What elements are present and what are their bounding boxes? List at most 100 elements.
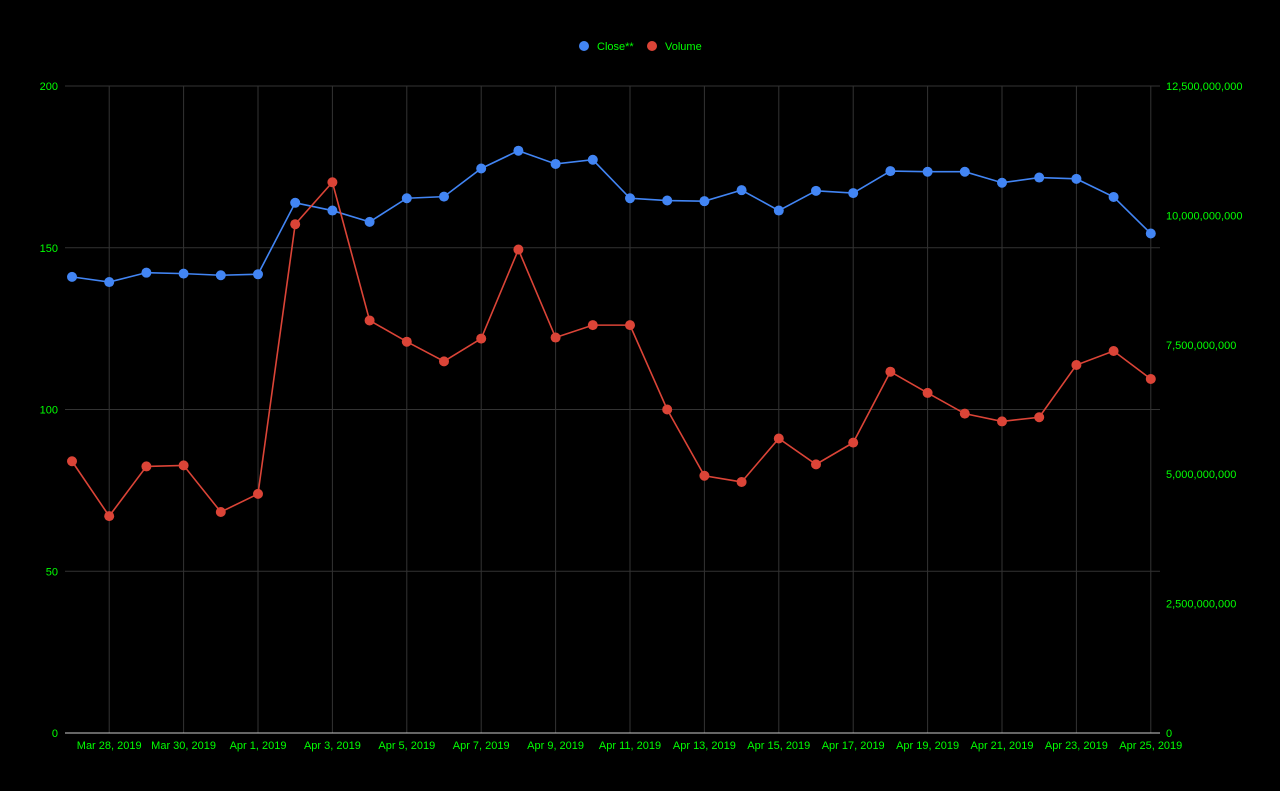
data-point-volume: [959, 408, 970, 419]
data-point-volume: [699, 470, 710, 481]
data-point-volume: [290, 219, 301, 230]
y-right-tick-label: 12,500,000,000: [1166, 81, 1242, 93]
series-line-volume: [71, 180, 1152, 518]
data-point-close: [699, 196, 710, 207]
data-point-volume: [141, 461, 152, 472]
data-point-close: [401, 193, 412, 204]
data-point-close: [1034, 172, 1045, 183]
x-tick-label: Apr 5, 2019: [378, 740, 435, 752]
y-left-tick-label: 150: [40, 243, 58, 255]
data-point-close: [513, 145, 524, 156]
data-point-close: [662, 195, 673, 206]
legend-item-close[interactable]: Close**: [579, 41, 634, 53]
data-point-close: [67, 271, 77, 282]
series-points: [67, 145, 1156, 522]
gridlines: [65, 85, 1160, 733]
data-point-volume: [773, 433, 784, 444]
x-tick-label: Mar 28, 2019: [77, 740, 142, 752]
data-point-close: [253, 269, 263, 280]
data-point-close: [773, 205, 784, 216]
data-point-volume: [327, 177, 338, 188]
data-point-volume: [364, 315, 375, 326]
y-left-tick-label: 100: [40, 405, 58, 417]
y-left-tick-label: 50: [46, 566, 58, 578]
x-tick-label: Apr 19, 2019: [896, 740, 959, 752]
data-point-volume: [625, 320, 635, 331]
series-line-close: [71, 149, 1152, 283]
x-tick-label: Apr 1, 2019: [230, 740, 287, 752]
legend-item-volume[interactable]: Volume: [647, 41, 702, 53]
data-point-close: [104, 277, 115, 288]
data-point-close: [811, 185, 821, 196]
data-point-volume: [997, 416, 1007, 427]
data-point-close: [439, 191, 449, 202]
data-point-close: [290, 197, 301, 208]
data-point-close: [922, 166, 933, 177]
data-point-volume: [513, 244, 524, 255]
data-point-close: [885, 166, 896, 177]
data-point-close: [550, 158, 561, 169]
data-point-close: [997, 177, 1007, 188]
legend-swatch-volume: [647, 41, 657, 51]
y-left-tick-label: 200: [40, 81, 58, 93]
data-point-volume: [215, 506, 226, 517]
data-point-close: [625, 193, 635, 204]
data-point-close: [215, 270, 226, 281]
x-tick-label: Apr 7, 2019: [453, 740, 510, 752]
data-point-volume: [1108, 346, 1119, 357]
axes: 0 50 100 150 200 0 2,500,000,000 5,000,000,000 7…: [40, 81, 1243, 752]
x-tick-label: Apr 21, 2019: [971, 740, 1034, 752]
y-right-tick-label: 10,000,000,000: [1166, 210, 1242, 222]
data-point-volume: [1071, 359, 1082, 370]
data-point-volume: [922, 387, 933, 398]
data-point-volume: [1034, 412, 1045, 423]
data-point-close: [736, 185, 747, 196]
data-point-volume: [178, 460, 189, 471]
x-tick-label: Apr 13, 2019: [673, 740, 736, 752]
data-point-close: [327, 205, 338, 216]
data-point-volume: [811, 459, 821, 470]
legend[interactable]: Close** Volume: [579, 41, 702, 53]
data-point-volume: [439, 356, 449, 367]
data-point-volume: [476, 333, 487, 344]
data-point-volume: [550, 332, 561, 343]
y-right-tick-label: 2,500,000,000: [1166, 599, 1236, 611]
data-point-close: [848, 188, 859, 199]
x-tick-label: Mar 30, 2019: [151, 740, 216, 752]
y-right-tick-label: 0: [1166, 728, 1172, 740]
y-right-tick-label: 5,000,000,000: [1166, 469, 1236, 481]
x-tick-label: Apr 15, 2019: [747, 740, 810, 752]
series-lines: [71, 149, 1152, 518]
x-tick-label: Apr 25, 2019: [1119, 740, 1182, 752]
data-point-close: [476, 163, 487, 174]
x-tick-label: Apr 23, 2019: [1045, 740, 1108, 752]
data-point-close: [1071, 173, 1082, 184]
data-point-volume: [587, 320, 598, 331]
data-point-volume: [67, 456, 77, 467]
data-point-close: [364, 216, 375, 227]
data-point-close: [959, 166, 970, 177]
x-tick-label: Apr 3, 2019: [304, 740, 361, 752]
data-point-close: [178, 268, 189, 279]
legend-label-volume: Volume: [665, 41, 702, 53]
data-point-volume: [401, 336, 412, 347]
legend-swatch-close: [579, 41, 589, 51]
data-point-close: [587, 154, 598, 165]
x-tick-label: Apr 9, 2019: [527, 740, 584, 752]
data-point-close: [1108, 191, 1119, 202]
x-tick-label: Apr 11, 2019: [599, 740, 661, 752]
data-point-volume: [1145, 373, 1156, 384]
data-point-volume: [736, 476, 747, 487]
data-point-volume: [253, 488, 263, 499]
y-right-tick-label: 7,500,000,000: [1166, 340, 1236, 352]
x-tick-label: Apr 17, 2019: [822, 740, 885, 752]
legend-label-close: Close**: [597, 41, 634, 53]
data-point-volume: [662, 404, 673, 415]
y-left-tick-label: 0: [52, 728, 58, 740]
data-point-volume: [848, 437, 859, 448]
data-point-close: [141, 267, 152, 278]
data-point-volume: [104, 511, 115, 522]
data-point-volume: [885, 366, 896, 377]
